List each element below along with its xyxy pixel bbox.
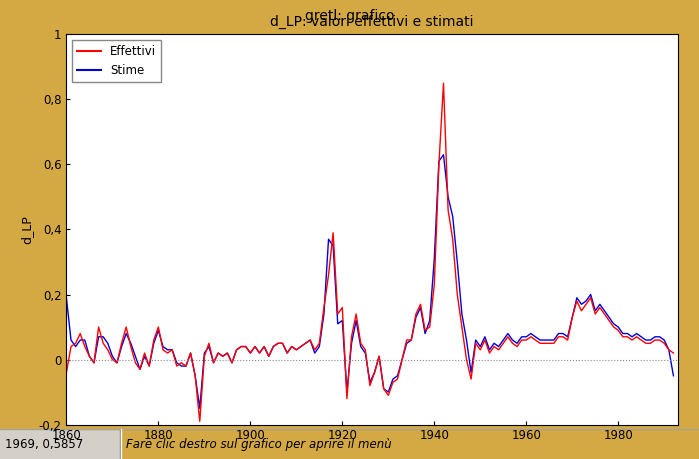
Text: gretl: grafico: gretl: grafico: [305, 9, 394, 23]
Effettivi: [62, 370, 71, 375]
Effettivi: [103, 347, 112, 353]
Stime: [103, 341, 112, 346]
Stime: [472, 337, 480, 343]
Title: d_LP: valori effettivi e stimati: d_LP: valori effettivi e stimati: [271, 15, 474, 29]
Stime: [656, 334, 664, 340]
Stime: [490, 341, 498, 346]
Effettivi: [490, 344, 498, 349]
Stime: [669, 373, 677, 379]
Effettivi: [669, 350, 677, 356]
Stime: [642, 337, 650, 343]
Effettivi: [656, 337, 664, 343]
Line: Effettivi: Effettivi: [66, 83, 673, 421]
Stime: [62, 295, 71, 301]
Stime: [453, 259, 461, 265]
Text: 1969, 0,5857: 1969, 0,5857: [5, 438, 83, 451]
Effettivi: [439, 80, 447, 86]
Text: Fare clic destro sul grafico per aprire il menù: Fare clic destro sul grafico per aprire …: [126, 438, 391, 451]
Stime: [196, 406, 204, 411]
Effettivi: [642, 341, 650, 346]
Effettivi: [196, 419, 204, 424]
Y-axis label: d_LP: d_LP: [20, 215, 33, 244]
Effettivi: [472, 341, 480, 346]
Effettivi: [453, 292, 461, 297]
FancyBboxPatch shape: [0, 429, 120, 459]
Line: Stime: Stime: [66, 155, 673, 409]
Stime: [439, 152, 447, 157]
Legend: Effettivi, Stime: Effettivi, Stime: [72, 40, 161, 82]
